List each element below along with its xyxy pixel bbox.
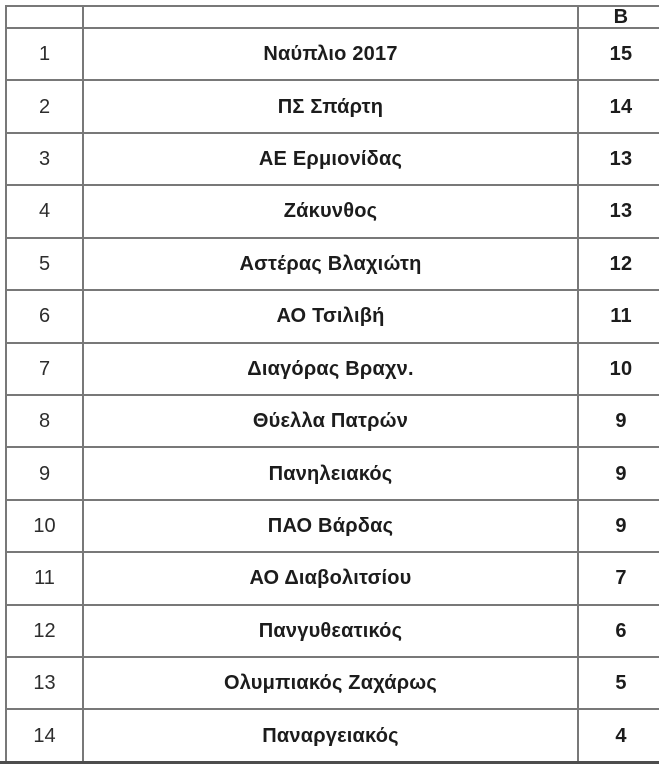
table-row: 10 ΠΑΟ Βάρδας 9 [5, 498, 659, 554]
header-row: Β [5, 5, 659, 29]
points-header-cell: Β [577, 5, 659, 29]
rank-cell: 10 [5, 498, 84, 554]
rank-cell: 11 [5, 551, 84, 606]
rank-cell: 9 [5, 446, 84, 501]
table-row: 3 ΑΕ Ερμιονίδας 13 [5, 131, 659, 187]
points-cell: 9 [577, 446, 659, 501]
table-row: 12 Πανγυθεατικός 6 [5, 603, 659, 659]
table-row: 1 Ναύπλιο 2017 15 [5, 26, 659, 82]
rank-cell: 12 [5, 603, 84, 659]
points-cell: 13 [577, 131, 659, 187]
team-cell: Πανγυθεατικός [82, 603, 579, 659]
bottom-border-bar [0, 761, 659, 764]
rank-cell: 5 [5, 236, 84, 292]
points-cell: 9 [577, 393, 659, 449]
team-cell: Αστέρας Βλαχιώτη [82, 236, 579, 292]
team-cell: ΠΣ Σπάρτη [82, 79, 579, 134]
standings-table: Β 1 Ναύπλιο 2017 15 2 ΠΣ Σπάρτη 14 3 ΑΕ … [5, 5, 659, 763]
team-cell: Ολυμπιακός Ζαχάρως [82, 656, 579, 711]
team-cell: ΑΕ Ερμιονίδας [82, 131, 579, 187]
rank-cell: 13 [5, 656, 84, 711]
table-row: 14 Παναργειακός 4 [5, 708, 659, 763]
table-row: 6 ΑΟ Τσιλιβή 11 [5, 289, 659, 344]
team-cell: Θύελλα Πατρών [82, 393, 579, 449]
rank-header-cell [5, 5, 84, 29]
rank-cell: 1 [5, 26, 84, 82]
rank-cell: 2 [5, 79, 84, 134]
table-row: 7 Διαγόρας Βραχν. 10 [5, 341, 659, 396]
points-cell: 13 [577, 184, 659, 239]
points-cell: 15 [577, 26, 659, 82]
points-cell: 14 [577, 79, 659, 134]
team-cell: Ναύπλιο 2017 [82, 26, 579, 82]
standings-body: 1 Ναύπλιο 2017 15 2 ΠΣ Σπάρτη 14 3 ΑΕ Ερ… [5, 26, 659, 763]
team-cell: Διαγόρας Βραχν. [82, 341, 579, 396]
table-row: 2 ΠΣ Σπάρτη 14 [5, 79, 659, 134]
team-cell: Ζάκυνθος [82, 184, 579, 239]
table-row: 11 ΑΟ Διαβολιτσίου 7 [5, 551, 659, 606]
table-row: 5 Αστέρας Βλαχιώτη 12 [5, 236, 659, 292]
points-cell: 9 [577, 498, 659, 554]
team-cell: ΠΑΟ Βάρδας [82, 498, 579, 554]
table-row: 8 Θύελλα Πατρών 9 [5, 393, 659, 449]
table-row: 9 Πανηλειακός 9 [5, 446, 659, 501]
team-header-cell [82, 5, 579, 29]
team-cell: Παναργειακός [82, 708, 579, 763]
points-cell: 12 [577, 236, 659, 292]
rank-cell: 14 [5, 708, 84, 763]
team-cell: ΑΟ Τσιλιβή [82, 289, 579, 344]
points-cell: 7 [577, 551, 659, 606]
points-cell: 6 [577, 603, 659, 659]
rank-cell: 6 [5, 289, 84, 344]
rank-cell: 4 [5, 184, 84, 239]
points-cell: 4 [577, 708, 659, 763]
table-row: 13 Ολυμπιακός Ζαχάρως 5 [5, 656, 659, 711]
points-cell: 10 [577, 341, 659, 396]
table-row: 4 Ζάκυνθος 13 [5, 184, 659, 239]
rank-cell: 8 [5, 393, 84, 449]
team-cell: ΑΟ Διαβολιτσίου [82, 551, 579, 606]
team-cell: Πανηλειακός [82, 446, 579, 501]
points-cell: 11 [577, 289, 659, 344]
rank-cell: 7 [5, 341, 84, 396]
points-cell: 5 [577, 656, 659, 711]
rank-cell: 3 [5, 131, 84, 187]
